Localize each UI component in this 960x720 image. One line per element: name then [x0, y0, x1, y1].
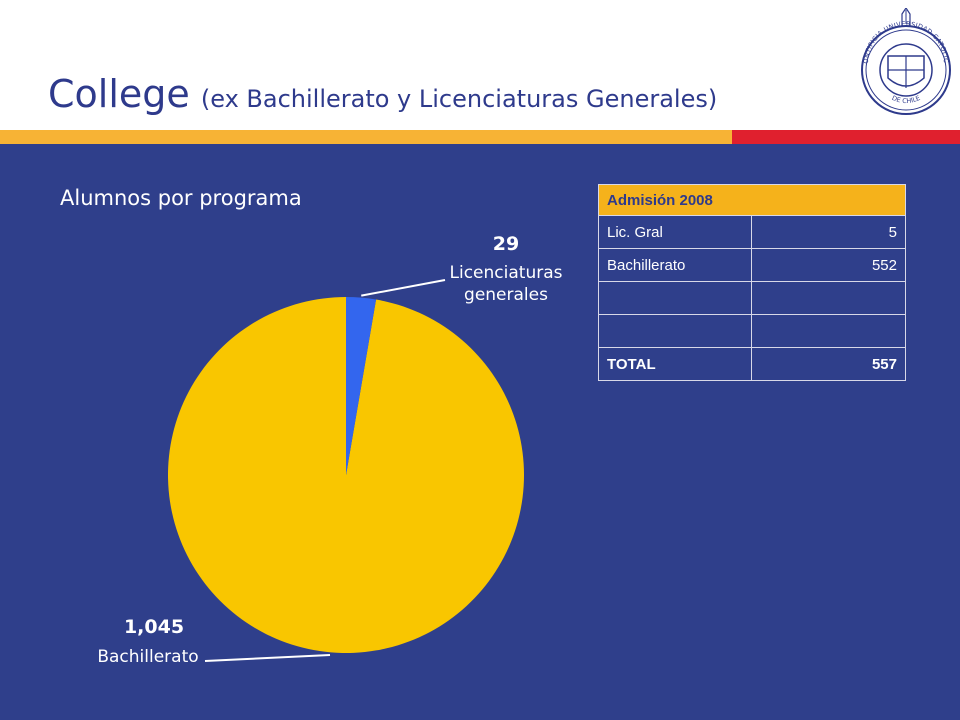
table-cell-label: Lic. Gral: [598, 215, 752, 249]
title-subtitle: (ex Bachillerato y Licenciaturas General…: [200, 85, 718, 113]
table-header-row: Admisión 2008: [598, 184, 906, 216]
table-row: [598, 314, 906, 348]
table-cell-value: 552: [751, 248, 906, 282]
chart-title: Alumnos por programa: [60, 186, 302, 210]
leader-line: [361, 279, 446, 297]
svg-text:DE CHILE: DE CHILE: [891, 94, 922, 105]
data-label: 29: [493, 233, 519, 255]
table-header: Admisión 2008: [598, 184, 906, 216]
header-stripe-yellow: [0, 130, 732, 144]
table-row: [598, 281, 906, 315]
data-label: 1,045: [124, 616, 184, 638]
table-total-label: TOTAL: [598, 347, 752, 381]
page-title: College (ex Bachillerato y Licenciaturas…: [48, 72, 717, 116]
table-cell-value: [751, 281, 906, 315]
slice-label: generales: [464, 285, 548, 305]
table-total-value: 557: [751, 347, 906, 381]
table-total-row: TOTAL 557: [598, 347, 906, 381]
table-row: Lic. Gral 5: [598, 215, 906, 249]
table-cell-label: Bachillerato: [598, 248, 752, 282]
table-cell-label: [598, 281, 752, 315]
table-row: Bachillerato 552: [598, 248, 906, 282]
university-seal-icon: PONTIFICIA UNIVERSIDAD CATOLICA DE CHILE: [858, 8, 951, 115]
leader-line: [204, 654, 331, 662]
admission-table: Admisión 2008 Lic. Gral 5 Bachillerato 5…: [598, 184, 906, 381]
pie-slice: [346, 297, 377, 475]
slice-label: Bachillerato: [97, 647, 198, 667]
table-cell-value: [751, 314, 906, 348]
table-cell-label: [598, 314, 752, 348]
header: College (ex Bachillerato y Licenciaturas…: [0, 0, 960, 130]
pie-slice: [168, 297, 525, 653]
title-main: College: [48, 72, 190, 116]
slice-label: Licenciaturas: [450, 263, 563, 283]
table-cell-value: 5: [751, 215, 906, 249]
header-stripe-red: [732, 130, 960, 144]
